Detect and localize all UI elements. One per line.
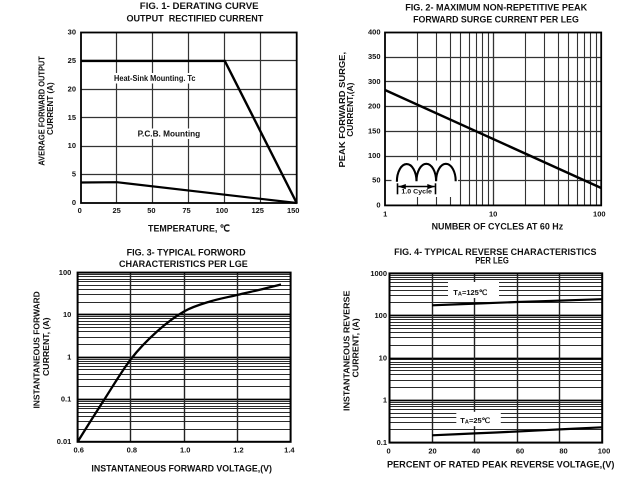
svg-text:FORWARD SURGE CURRENT PER LEG: FORWARD SURGE CURRENT PER LEG [413,14,579,24]
svg-text:100: 100 [216,206,229,215]
svg-text:FIG. 1- DERATING CURVE: FIG. 1- DERATING CURVE [140,1,259,11]
svg-text:PEAK FORWARD SURGE,: PEAK FORWARD SURGE, [337,52,347,168]
svg-text:25: 25 [113,206,121,215]
svg-text:FIG. 4- TYPICAL REVERSE CHARAC: FIG. 4- TYPICAL REVERSE CHARACTERISTICS [394,247,596,257]
svg-text:INSTANTANEOUS FORWARD: INSTANTANEOUS FORWARD [32,291,42,408]
svg-text:CURRENT,(A): CURRENT,(A) [345,82,355,136]
svg-text:60: 60 [516,446,524,455]
svg-text:0.01: 0.01 [57,437,72,446]
svg-text:100: 100 [368,151,381,160]
svg-text:10: 10 [379,353,387,362]
svg-text:Heat-Sink Mounting. Tc: Heat-Sink Mounting. Tc [114,74,196,83]
svg-text:PER LEG: PER LEG [475,256,509,266]
svg-text:400: 400 [368,28,381,37]
svg-text:1: 1 [383,209,387,218]
svg-text:125: 125 [251,206,264,215]
svg-text:150: 150 [368,126,381,135]
svg-text:1.0: 1.0 [180,445,190,454]
svg-text:50: 50 [147,206,155,215]
svg-text:100: 100 [59,268,72,277]
svg-text:P.C.B. Mounting: P.C.B. Mounting [138,130,201,139]
svg-text:20: 20 [68,84,76,93]
svg-text:100: 100 [374,311,387,320]
svg-text:0: 0 [78,206,82,215]
svg-text:5: 5 [72,170,76,179]
svg-text:50: 50 [372,176,380,185]
svg-text:80: 80 [559,446,567,455]
svg-text:10: 10 [63,310,71,319]
svg-text:1.4: 1.4 [284,445,295,454]
svg-text:300: 300 [368,77,381,86]
svg-text:TEMPERATURE, ℃: TEMPERATURE, ℃ [148,223,230,233]
svg-text:1000: 1000 [370,269,387,278]
svg-text:30: 30 [68,28,76,37]
svg-text:1: 1 [67,352,71,361]
svg-text:FIG. 3- TYPICAL FORWORD: FIG. 3- TYPICAL FORWORD [127,248,246,258]
svg-text:40: 40 [472,446,480,455]
svg-text:20: 20 [428,446,436,455]
svg-text:10: 10 [489,209,497,218]
svg-text:0.6: 0.6 [73,445,83,454]
svg-text:NUMBER OF CYCLES AT 60 Hz: NUMBER OF CYCLES AT 60 Hz [432,221,564,231]
svg-text:100: 100 [593,209,606,218]
svg-text:OUTPUT RECTIFIED CURRENT: OUTPUT RECTIFIED CURRENT [126,13,263,23]
svg-text:CHARACTERISTICS PER LGE: CHARACTERISTICS PER LGE [119,259,248,269]
svg-text:CURRENT, (A): CURRENT, (A) [350,318,360,377]
svg-text:10: 10 [68,141,76,150]
svg-text:75: 75 [182,206,190,215]
svg-text:0.1: 0.1 [61,395,71,404]
svg-text:0.1: 0.1 [377,438,387,447]
svg-text:INSTANTANEOUS REVERSE: INSTANTANEOUS REVERSE [341,290,351,411]
svg-text:1.2: 1.2 [233,445,243,454]
svg-text:350: 350 [368,52,381,61]
svg-text:CURRENT (A): CURRENT (A) [45,82,55,135]
svg-text:AVERAGE FORWARD OUTPUT: AVERAGE FORWARD OUTPUT [36,55,46,165]
svg-text:PERCENT OF RATED PEAK REVERSE: PERCENT OF RATED PEAK REVERSE VOLTAGE,(V… [387,459,615,469]
svg-text:200: 200 [368,102,381,111]
svg-text:CURRENT, (A): CURRENT, (A) [41,317,51,376]
svg-text:15: 15 [68,113,76,122]
svg-text:100: 100 [598,446,611,455]
svg-text:0: 0 [387,446,391,455]
svg-text:FIG. 2- MAXIMUM NON-REPETITIVE: FIG. 2- MAXIMUM NON-REPETITIVE PEAK [405,3,587,13]
svg-text:0.8: 0.8 [127,445,137,454]
svg-text:TA=25℃: TA=25℃ [460,416,490,426]
svg-text:1.0 Cycle: 1.0 Cycle [401,189,432,196]
svg-text:TA=125℃: TA=125℃ [453,288,488,298]
svg-text:0: 0 [376,200,380,209]
svg-text:0: 0 [72,198,76,207]
svg-text:150: 150 [287,206,300,215]
svg-text:25: 25 [68,56,76,65]
svg-text:1: 1 [383,396,387,405]
svg-text:INSTANTANEOUS FORWARD VOLTAGE,: INSTANTANEOUS FORWARD VOLTAGE,(V) [91,463,272,473]
